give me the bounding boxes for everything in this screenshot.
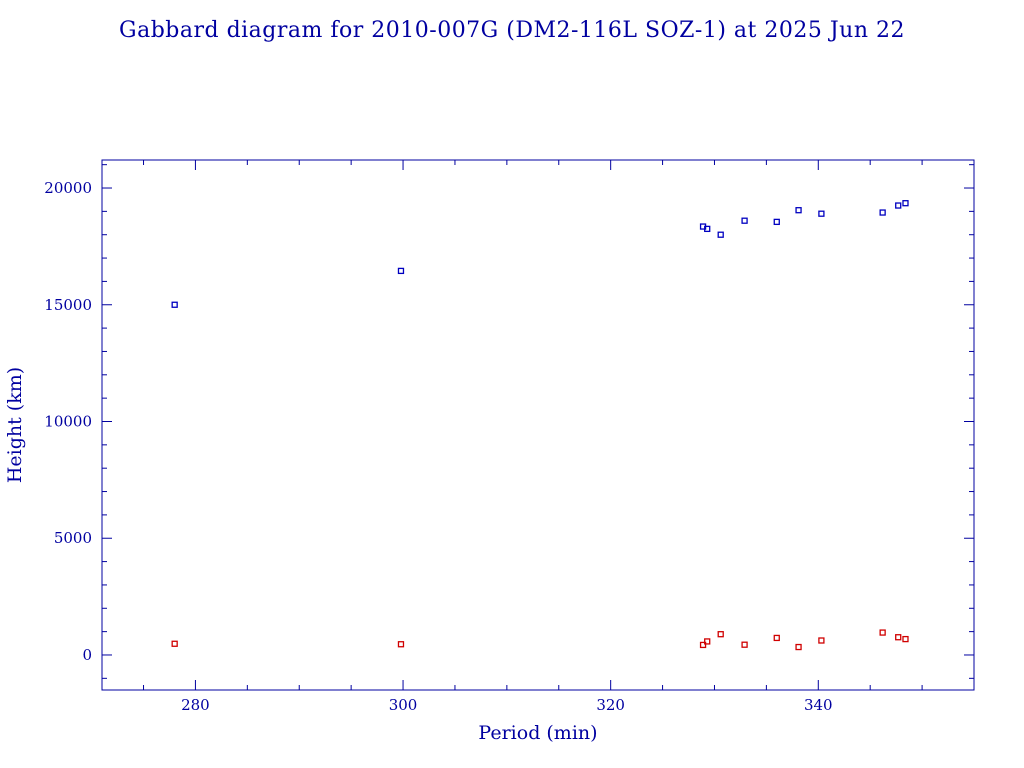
perigee-point	[741, 641, 748, 648]
y-axis-label: Height (km)	[4, 367, 26, 483]
apogee-point	[704, 225, 711, 233]
perigee-point	[171, 640, 178, 647]
perigee-point	[818, 637, 825, 644]
perigee-point	[795, 643, 802, 651]
apogee-point	[397, 267, 405, 275]
perigee-point	[902, 635, 909, 643]
axis-ticks	[102, 160, 975, 690]
apogee-point	[741, 217, 748, 224]
perigee-point	[699, 641, 707, 649]
axis-tick-labels: 280 300 320 340 0 5000 10000 15000 20000	[44, 179, 832, 714]
y-tick-label: 20000	[44, 179, 92, 197]
apogee-point	[795, 207, 802, 214]
perigee-point	[704, 638, 711, 645]
apogee-point	[171, 301, 178, 308]
perigee-point	[397, 641, 405, 648]
data-points	[171, 200, 909, 651]
apogee-point	[879, 209, 886, 216]
x-tick-label: 300	[389, 696, 418, 714]
apogee-point	[818, 210, 825, 217]
perigee-point	[879, 629, 886, 636]
apogee-point	[773, 218, 780, 226]
y-tick-label: 5000	[54, 529, 92, 547]
apogee-point	[717, 231, 724, 238]
y-tick-label: 0	[82, 646, 92, 664]
x-tick-label: 340	[804, 696, 833, 714]
chart-title: Gabbard diagram for 2010-007G (DM2-116L …	[119, 18, 905, 43]
plot-frame	[101, 159, 975, 691]
x-tick-label: 320	[596, 696, 625, 714]
perigee-point	[895, 634, 902, 641]
y-tick-label: 15000	[44, 296, 92, 314]
perigee-point	[717, 631, 724, 638]
y-tick-label: 10000	[44, 412, 92, 430]
apogee-point	[895, 202, 902, 209]
perigee-point	[773, 634, 780, 642]
x-axis-label: Period (min)	[478, 722, 597, 744]
x-tick-label: 280	[181, 696, 210, 714]
apogee-point	[902, 200, 909, 207]
